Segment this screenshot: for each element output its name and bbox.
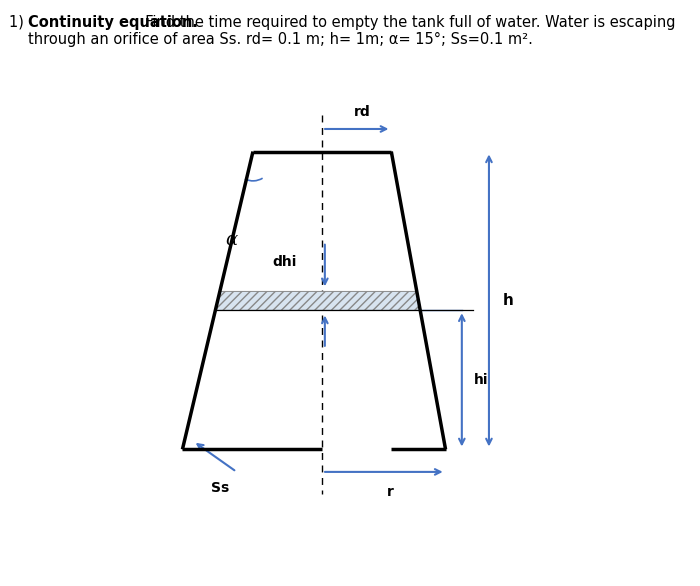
Text: α: α	[225, 230, 237, 248]
Text: Continuity equation.: Continuity equation.	[28, 15, 198, 30]
Text: hi: hi	[474, 373, 489, 387]
Text: dhi: dhi	[272, 255, 296, 269]
Text: through an orifice of area Ss. rd= 0.1 m; h= 1m; α= 15°; Ss=0.1 m².: through an orifice of area Ss. rd= 0.1 m…	[28, 32, 533, 47]
Text: h: h	[503, 293, 513, 308]
Text: rd: rd	[354, 105, 370, 119]
Text: r: r	[386, 485, 393, 499]
Text: Find the time required to empty the tank full of water. Water is escaping: Find the time required to empty the tank…	[136, 15, 676, 30]
Text: Ss: Ss	[211, 481, 230, 495]
Polygon shape	[216, 291, 420, 311]
Text: 1): 1)	[9, 15, 29, 30]
